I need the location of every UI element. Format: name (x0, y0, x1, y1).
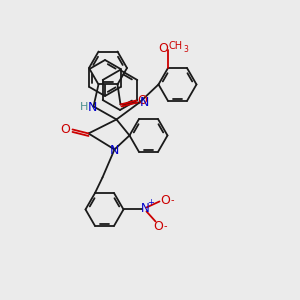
Text: O: O (138, 94, 147, 107)
Text: N: N (88, 101, 97, 114)
Text: CH: CH (169, 41, 183, 51)
Text: N: N (110, 144, 119, 157)
Text: O: O (160, 194, 170, 207)
Text: 3: 3 (184, 44, 188, 53)
Text: O: O (61, 123, 70, 136)
Text: -: - (164, 221, 167, 232)
Text: N: N (141, 202, 150, 215)
Text: O: O (154, 220, 164, 233)
Text: N: N (140, 96, 149, 109)
Text: +: + (147, 198, 154, 207)
Text: H: H (80, 103, 89, 112)
Text: -: - (171, 196, 174, 206)
Text: O: O (158, 43, 168, 56)
